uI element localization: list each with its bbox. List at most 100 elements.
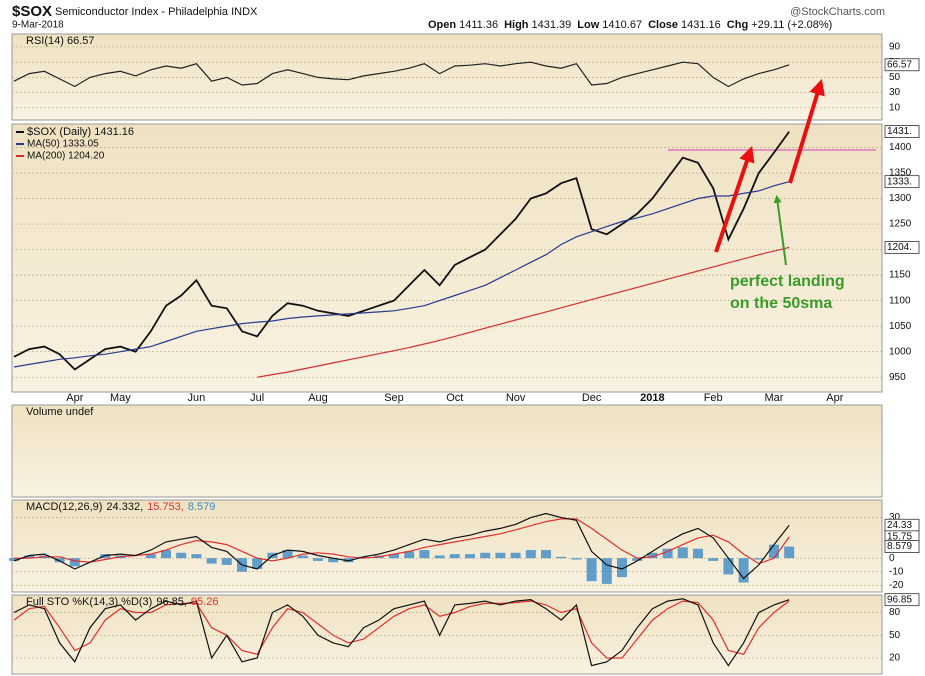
y-tick-label: 50: [889, 72, 901, 83]
last-value-label: 15.75: [887, 532, 912, 543]
histogram-bar: [617, 558, 627, 578]
y-tick-label: 30: [889, 512, 901, 523]
histogram-bar: [389, 554, 399, 559]
y-tick-label: -10: [889, 566, 904, 577]
date: 9-Mar-2018: [12, 20, 64, 31]
legend-value: 24.332,: [106, 501, 143, 513]
x-tick-label: Aug: [308, 392, 328, 404]
histogram-bar: [206, 558, 217, 564]
legend-entry: MA(200) 1204.20: [27, 151, 105, 162]
histogram-bar: [282, 550, 293, 559]
legend-entry: MA(50) 1333.05: [27, 139, 99, 150]
annotation: perfect landing: [730, 273, 845, 290]
histogram-bar: [753, 558, 764, 560]
histogram-bar: [601, 558, 612, 584]
histogram-bar: [723, 558, 734, 575]
histogram-bar: [769, 544, 779, 559]
quote-label: Close: [648, 19, 678, 31]
series-line: [14, 518, 790, 565]
y-tick-label: 950: [889, 372, 906, 383]
histogram-bar: [571, 558, 582, 560]
last-value-label: 96.85: [887, 594, 912, 605]
x-tick-label: Sep: [384, 392, 404, 404]
legend-value: 15.753,: [147, 501, 184, 513]
last-value-box: [884, 540, 920, 553]
last-value-box: [884, 593, 920, 607]
last-value-box: [884, 175, 920, 189]
quote-label: Open: [428, 19, 456, 31]
panel-title: RSI(14) 66.57: [26, 35, 94, 47]
panel-title-text: RSI(14) 66.57: [26, 35, 94, 47]
last-value-label: 66.57: [887, 59, 912, 70]
quote: Open 1411.36 High 1431.39 Low 1410.67 Close 143…: [428, 19, 832, 31]
panel: [11, 499, 883, 593]
last-value-label: 1333.: [887, 176, 912, 187]
histogram-bar: [693, 548, 703, 559]
histogram-bar: [9, 558, 19, 561]
y-tick-label: 50: [889, 630, 901, 641]
y-tick-label: 1000: [889, 346, 912, 357]
histogram-bar: [145, 554, 156, 559]
quote-value: +29.11 (+2.08%): [751, 19, 832, 31]
arrow: [773, 194, 787, 266]
histogram-bar: [480, 552, 491, 559]
x-tick-label: Jun: [188, 392, 206, 404]
series-line: [13, 600, 790, 659]
histogram-bar: [54, 558, 65, 563]
series-line: [257, 246, 790, 378]
histogram-bar: [24, 555, 35, 559]
x-tick-label: Dec: [582, 392, 602, 404]
quote-value: 1431.16: [681, 19, 721, 31]
histogram-bar: [662, 548, 673, 559]
series-line: [13, 181, 790, 368]
last-value-label: 8.579: [887, 541, 912, 552]
histogram-bar: [191, 554, 202, 559]
index-name: Semiconductor Index - Philadelphia INDX: [55, 6, 258, 18]
y-tick-label: 30: [889, 87, 901, 98]
panel-title: Full STO %K(14,3) %D(3) 96.85, 95.26: [26, 596, 218, 608]
arrow: [714, 145, 755, 253]
x-tick-label: May: [110, 392, 131, 404]
panel: [11, 404, 883, 498]
arrow: [788, 78, 825, 184]
x-tick-label: Nov: [506, 392, 526, 404]
histogram-bar: [708, 558, 719, 561]
histogram-bar: [449, 554, 460, 559]
arrows: [714, 78, 825, 266]
histogram-bar: [297, 555, 308, 559]
quote-value: 1431.39: [532, 19, 572, 31]
histogram-bar: [465, 554, 475, 559]
last-value-box: [884, 58, 920, 72]
quote-label: Low: [577, 19, 599, 31]
histogram-bar: [784, 546, 795, 559]
panel-title-text: Full STO %K(14,3) %D(3): [26, 596, 152, 608]
y-tick-label: 1250: [889, 219, 912, 230]
histogram-bar: [495, 552, 506, 559]
series-line: [13, 131, 790, 371]
histogram-bar: [161, 550, 171, 559]
x-tick-label: Apr: [826, 392, 843, 404]
y-tick-label: 1350: [889, 168, 912, 179]
symbol: $SOX: [12, 3, 52, 20]
histogram-bar: [556, 556, 567, 559]
last-value-label: 24.33: [887, 520, 912, 531]
histogram-bar: [525, 550, 536, 559]
legend-value: 95.26: [191, 596, 219, 608]
quote-label: Chg: [727, 19, 748, 31]
histogram-bar: [586, 558, 597, 582]
panel-title: MACD(12,26,9) 24.332, 15.753, 8.579: [26, 501, 215, 513]
y-tick-label: 20: [889, 653, 901, 664]
histogram-bar: [738, 558, 749, 583]
histogram-bar: [541, 550, 551, 559]
series-line: [13, 61, 790, 88]
histogram-bar: [252, 558, 263, 569]
quote-label: High: [504, 19, 529, 31]
panel-title: Volume undef: [26, 406, 94, 418]
series-line: [13, 598, 790, 667]
legend-value: 8.579: [188, 501, 216, 513]
panel: [11, 123, 883, 393]
y-tick-label: 1100: [889, 295, 911, 306]
x-tick-label: Mar: [765, 392, 784, 404]
panel-title-text: MACD(12,26,9): [26, 501, 102, 513]
x-tick-label: Apr: [66, 392, 83, 404]
